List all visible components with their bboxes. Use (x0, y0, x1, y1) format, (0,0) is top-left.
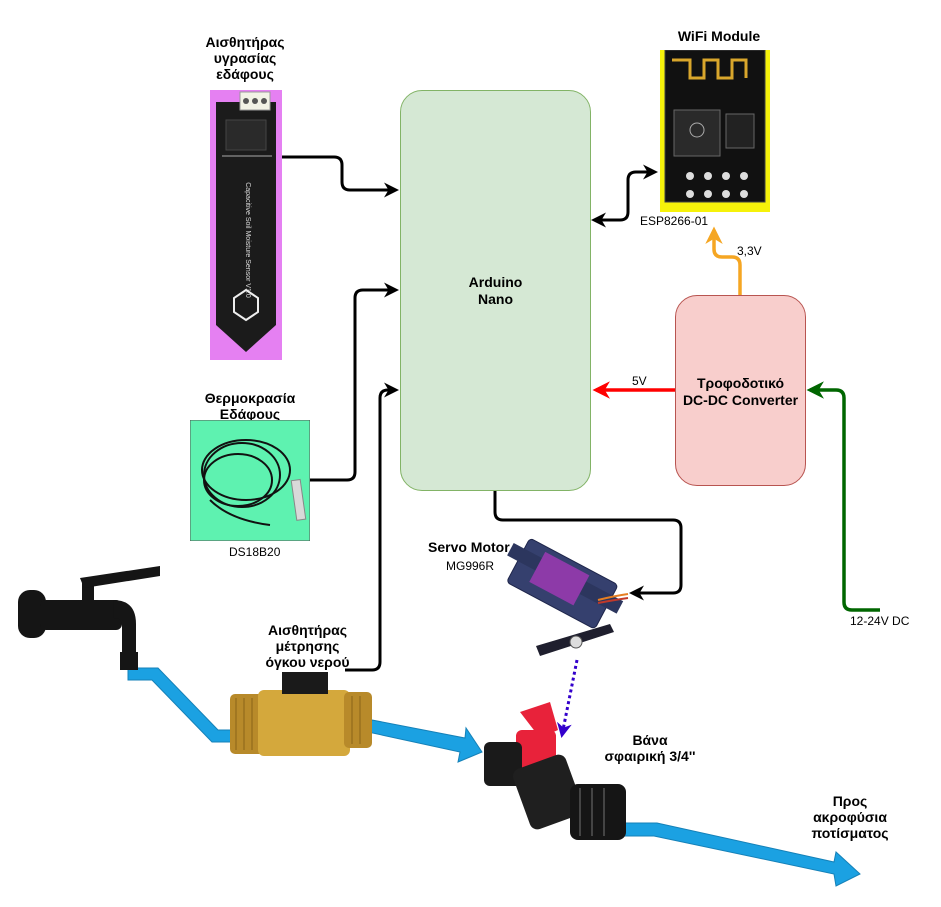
arduino-nano-block: Arduino Nano (400, 90, 591, 491)
wire-3v3-power (705, 226, 742, 295)
ball-valve-image (480, 700, 630, 845)
flow-sensor-label-line1: Αισθητήρας (267, 622, 348, 638)
arduino-label-line1: Arduino (468, 274, 523, 290)
soil-sensor-image: Capacitive Soil Moisture Sensor V1.0 (210, 90, 282, 360)
servo-valve-link (556, 659, 579, 738)
soil-sensor-label-line2: υγρασίας (213, 50, 277, 66)
wifi-voltage-label: 3,3V (737, 244, 762, 258)
temp-sensor-part: DS18B20 (229, 545, 281, 559)
temp-sensor-label: Θερμοκρασία Εδάφους (185, 390, 315, 422)
wire-temp-to-arduino (310, 282, 399, 482)
soil-sensor-label-line3: εδάφους (216, 66, 274, 82)
wifi-module-title: WiFi Module (677, 28, 761, 44)
wire-dc-input (806, 381, 880, 612)
valve-label-line2: σφαιρική 3/4'' (604, 748, 696, 764)
temp-sensor-image (189, 419, 311, 542)
soil-sensor-label-line1: Αισθητήρας (205, 34, 285, 50)
water-faucet-image (18, 560, 163, 675)
output-label-line3: ποτίσματος (811, 825, 889, 841)
temp-sensor-label-line2: Εδάφους (219, 406, 281, 422)
wire-arduino-to-servo (493, 491, 683, 601)
valve-label: Βάνα σφαιρική 3/4'' (600, 732, 700, 764)
servo-image (490, 528, 630, 663)
output-label: Προς ακροφύσια ποτίσματος (800, 793, 900, 841)
temp-sensor-label-line1: Θερμοκρασία (204, 390, 296, 406)
dc-dc-converter-block: Τροφοδοτικό DC-DC Converter (675, 295, 806, 486)
wire-arduino-wifi (591, 164, 658, 228)
wire-soil-to-arduino (282, 155, 399, 198)
output-label-line2: ακροφύσια (813, 809, 887, 825)
output-label-line1: Προς (832, 793, 868, 809)
soil-sensor-board-text: Capacitive Soil Moisture Sensor V1.0 (244, 182, 251, 298)
flow-sensor-image (230, 672, 375, 762)
power-label-line1: Τροφοδοτικό (696, 375, 784, 391)
wifi-module-part: ESP8266-01 (640, 214, 709, 228)
valve-label-line1: Βάνα (632, 732, 668, 748)
water-pipe (127, 667, 861, 887)
flow-sensor-label-line2: μέτρησης (275, 638, 340, 654)
power-5v-label: 5V (632, 374, 647, 388)
wire-flow-to-arduino (345, 382, 399, 672)
power-label-line2: DC-DC Converter (682, 392, 799, 408)
power-input-label: 12-24V DC (850, 614, 910, 628)
arduino-label-line2: Nano (478, 291, 513, 307)
wifi-module-image (660, 49, 770, 212)
flow-sensor-label-line3: όγκου νερού (265, 654, 350, 670)
flow-sensor-label: Αισθητήρας μέτρησης όγκου νερού (250, 622, 365, 670)
servo-part: MG996R (446, 559, 495, 573)
servo-title: Servo Motor (428, 539, 510, 555)
soil-sensor-label: Αισθητήρας υγρασίας εδάφους (190, 34, 300, 82)
